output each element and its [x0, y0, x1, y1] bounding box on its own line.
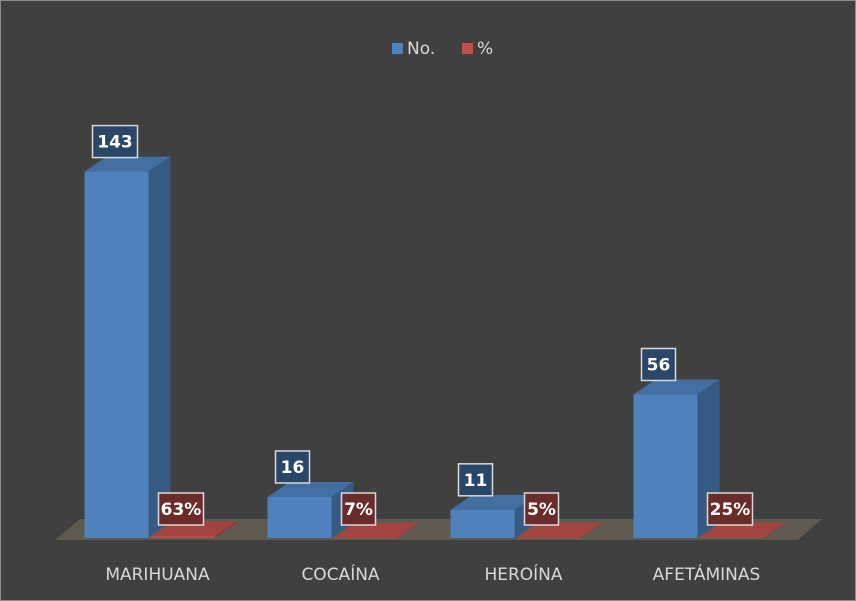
bar-side: [763, 522, 786, 538]
legend-swatch: [392, 43, 403, 54]
data-label: 63%: [161, 500, 202, 520]
data-label: 25%: [710, 500, 751, 520]
legend-label: No.: [407, 39, 435, 59]
data-label-box: [340, 492, 377, 526]
data-label: 5%: [527, 500, 556, 520]
bar: [150, 536, 215, 538]
data-label-box: [706, 492, 754, 526]
bar-top: [267, 482, 354, 497]
data-label-box: [274, 450, 311, 484]
x-tick-label: MARIHUANA: [105, 565, 210, 585]
bar: [450, 509, 515, 538]
bar-side: [148, 156, 171, 538]
bar: [633, 394, 698, 538]
bar-top: [633, 379, 720, 395]
data-label-box: [640, 347, 677, 382]
bar-side: [214, 521, 237, 538]
data-label: 143: [97, 133, 133, 153]
data-label: 11: [464, 471, 488, 491]
bar: [333, 537, 398, 539]
data-label-box: [523, 492, 560, 526]
bar-top: [333, 522, 420, 538]
x-tick-label: COCAÍNA: [301, 563, 379, 585]
bar-side: [580, 522, 603, 538]
data-label-box: [91, 124, 139, 159]
bar-top: [450, 494, 537, 510]
bar: [84, 171, 149, 538]
bar-top: [516, 522, 603, 538]
bar: [699, 537, 764, 538]
x-tick-label: HEROÍNA: [484, 563, 562, 585]
bar-top: [699, 522, 786, 538]
bar: [267, 497, 332, 538]
data-label: 16: [281, 458, 305, 478]
bar: [516, 537, 581, 539]
legend-label: %: [477, 39, 493, 59]
data-label: 56: [647, 356, 671, 376]
x-tick-label: AFETÁMINAS: [653, 563, 761, 585]
legend-swatch: [462, 43, 473, 54]
data-label-box: [157, 492, 205, 526]
floor: [55, 519, 822, 540]
data-label-box: [457, 463, 494, 497]
bar-side: [397, 522, 420, 538]
bar-top: [84, 156, 171, 172]
data-label: 7%: [344, 500, 373, 520]
